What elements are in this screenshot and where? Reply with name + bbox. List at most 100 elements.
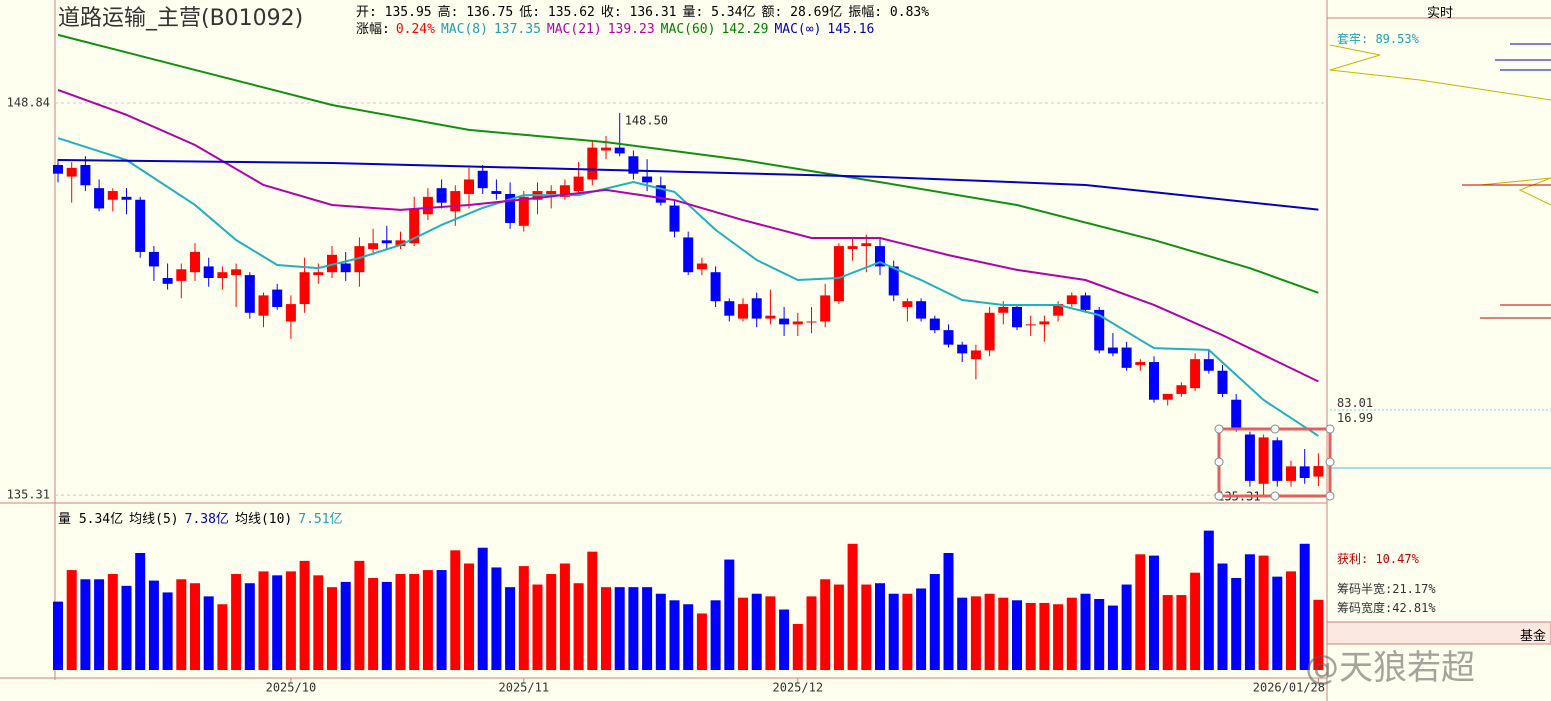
- candle-body: [559, 185, 570, 197]
- volume-bar: [505, 587, 516, 670]
- volume-bar: [532, 584, 543, 670]
- volume-bar: [272, 575, 283, 670]
- volume-bar: [1272, 576, 1283, 670]
- volume-bar: [779, 609, 790, 670]
- volume-bar: [1258, 555, 1269, 670]
- candle-body: [381, 240, 392, 244]
- volume-bar: [970, 596, 981, 670]
- candle-body: [203, 266, 214, 279]
- handle: [1325, 424, 1335, 434]
- volume-bar: [1244, 554, 1255, 670]
- handle: [1270, 424, 1280, 434]
- handle: [1214, 491, 1224, 501]
- candle-body: [217, 272, 228, 279]
- half-width: 筹码半宽:21.17%: [1337, 582, 1436, 596]
- candle-body: [1135, 362, 1146, 365]
- header-item: 142.29: [721, 22, 769, 37]
- candle-body: [518, 196, 529, 226]
- ma-line: [57, 88, 1319, 383]
- volume-bar: [1080, 593, 1091, 670]
- volume-bar: [861, 584, 872, 670]
- volume-bar: [518, 566, 529, 670]
- header-item: 量 5.34亿: [58, 512, 124, 527]
- header-item: 额: 28.69亿: [761, 5, 843, 20]
- candle-body: [929, 318, 940, 331]
- chip-distribution: [1327, 43, 1551, 469]
- volume-bar: [1286, 571, 1296, 670]
- candle-body: [888, 266, 899, 296]
- volume-bar: [614, 587, 625, 670]
- volume-legend: 量 5.34亿 均线(5) 7.38亿 均线(10) 7.51亿: [58, 508, 349, 527]
- volume-bar: [354, 560, 365, 670]
- handle: [1325, 457, 1335, 467]
- header-item: 高: 136.75: [437, 5, 514, 20]
- ma-line: [57, 33, 1319, 294]
- header-item: 量: 5.34亿: [682, 5, 756, 20]
- volume-bar: [217, 604, 228, 670]
- ma-line: [57, 137, 1319, 437]
- candle-body: [1203, 359, 1214, 371]
- volume-bar: [1313, 599, 1324, 670]
- candle-body: [1053, 304, 1064, 316]
- header-item: 均线(10): [234, 512, 293, 527]
- volume-bar: [628, 587, 639, 670]
- candle-body: [1299, 466, 1310, 478]
- volume-bar: [1217, 563, 1228, 670]
- candle-body: [751, 298, 762, 319]
- chip-width: 筹码宽度:42.81%: [1337, 601, 1436, 615]
- candle-body: [368, 243, 379, 250]
- volume-bar: [765, 596, 776, 670]
- volume-bar: [1012, 600, 1022, 670]
- fund-tab: [1326, 621, 1551, 645]
- candle-body: [738, 304, 748, 319]
- volume-bar: [53, 601, 63, 670]
- volume-bar: [943, 552, 954, 670]
- ma-line: [57, 159, 1319, 211]
- volume-bar: [1203, 530, 1214, 670]
- volume-bar: [1190, 572, 1201, 670]
- volume-bar: [724, 559, 735, 670]
- candle-body: [66, 167, 77, 177]
- tab-fund[interactable]: 基金: [1520, 629, 1547, 644]
- volume-bar: [94, 579, 105, 670]
- candle-body: [669, 205, 680, 232]
- volume-bar: [902, 593, 913, 670]
- candle-body: [1149, 362, 1159, 400]
- volume-bar: [66, 570, 77, 670]
- candle-body: [135, 199, 146, 252]
- volume-bar: [258, 571, 269, 670]
- volume-bar: [244, 583, 255, 670]
- tab-realtime[interactable]: 实时: [1427, 6, 1454, 21]
- volume-bar: [751, 593, 762, 670]
- volume-bar: [1299, 543, 1310, 670]
- candle-body: [957, 344, 968, 354]
- candle-body: [546, 191, 557, 194]
- volume-bar: [285, 571, 296, 670]
- ma-legend: 涨幅: 0.24% MAC(8) 137.35 MAC(21) 139.23 MAC(60)…: [356, 18, 880, 37]
- candle-body: [1039, 321, 1050, 325]
- volume-bar: [683, 604, 694, 670]
- volume-bar: [710, 600, 721, 670]
- candle-body: [614, 147, 625, 154]
- volume-bar: [368, 577, 379, 670]
- volume-bar: [792, 623, 803, 670]
- candle-body: [1094, 309, 1105, 351]
- volume-bar: [422, 570, 433, 670]
- candle-body: [409, 208, 420, 244]
- volume-bar: [984, 593, 995, 670]
- candle-body: [340, 263, 351, 273]
- header-item: 收: 136.31: [600, 5, 677, 20]
- volume-bar: [559, 563, 570, 670]
- volume-bar: [340, 581, 351, 670]
- candle-body: [107, 191, 118, 200]
- header-item: 涨幅:: [356, 22, 390, 37]
- volume-bar: [875, 583, 885, 670]
- header-item: 低: 135.62: [519, 5, 595, 20]
- candle-body: [285, 304, 296, 322]
- volume-bar: [450, 550, 461, 670]
- header-item: 139.23: [607, 22, 655, 37]
- volume-bar: [1231, 577, 1242, 670]
- header-item: 7.51亿: [298, 512, 343, 527]
- candle-body: [1080, 295, 1091, 310]
- candle-body: [1176, 385, 1187, 394]
